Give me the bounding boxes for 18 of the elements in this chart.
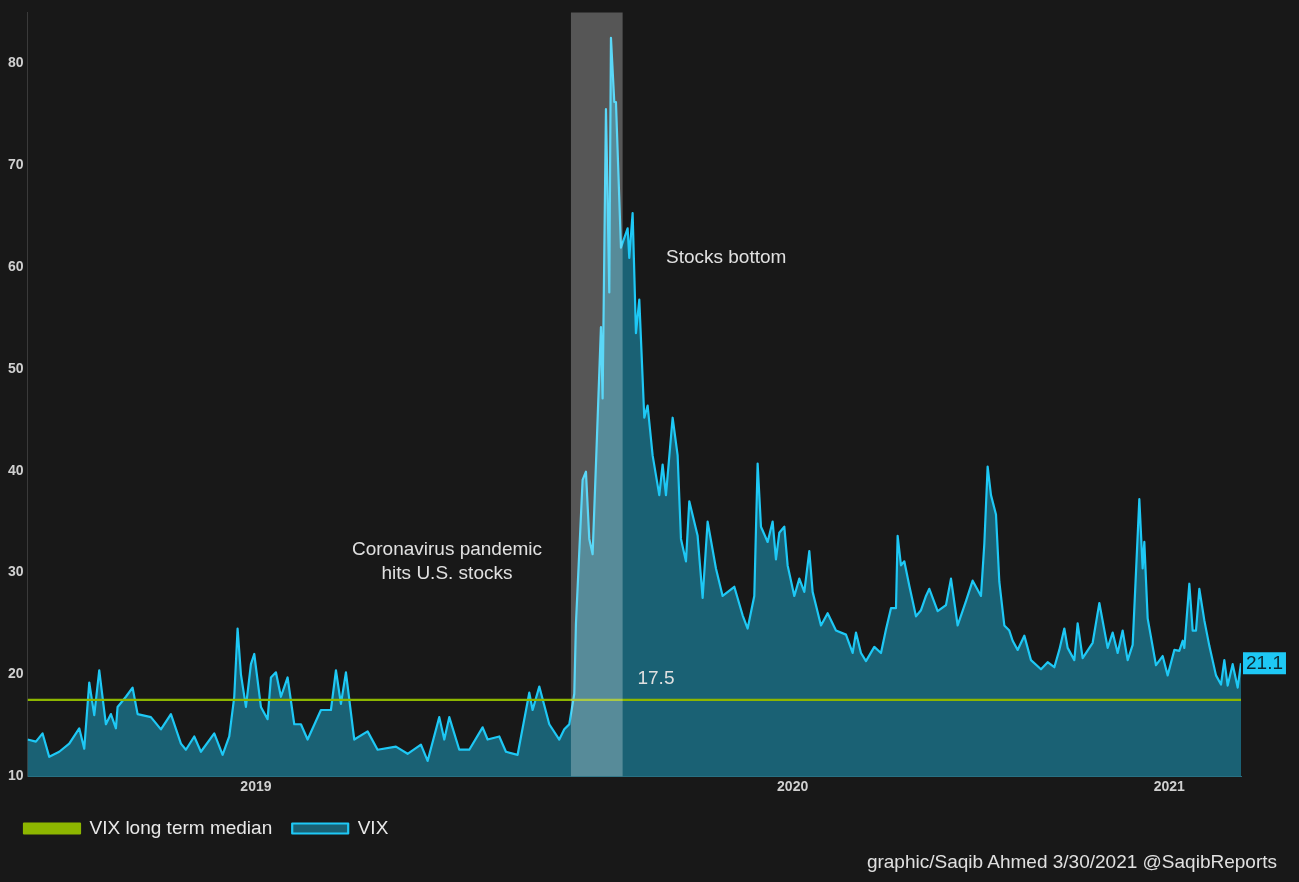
y-tick-label: 80: [7, 54, 24, 71]
y-tick-label: 20: [7, 665, 24, 682]
annotation: 21.1: [1246, 652, 1283, 674]
legend-label: VIX: [357, 816, 389, 838]
y-tick-label: 60: [7, 257, 24, 274]
y-tick-label: 30: [7, 563, 24, 580]
text: graphic/Saqib Ahmed 3/30/2021 @SaqibReports: [866, 850, 1277, 874]
annotation: Coronavirus pandemic hits U.S. stocks: [351, 537, 543, 585]
annotation: Stocks bottom: [666, 245, 787, 269]
legend-label: VIX long term median: [89, 816, 273, 838]
annotation: 17.5: [637, 666, 675, 688]
y-tick-label: 50: [7, 359, 24, 376]
y-tick-label: 40: [7, 461, 24, 478]
y-tick-label: 70: [7, 156, 24, 173]
x-tick-label: 2019: [240, 778, 272, 795]
y-tick-label: 10: [7, 767, 24, 784]
x-tick-label: 2020: [777, 778, 809, 795]
x-tick-label: 2021: [1153, 778, 1186, 795]
